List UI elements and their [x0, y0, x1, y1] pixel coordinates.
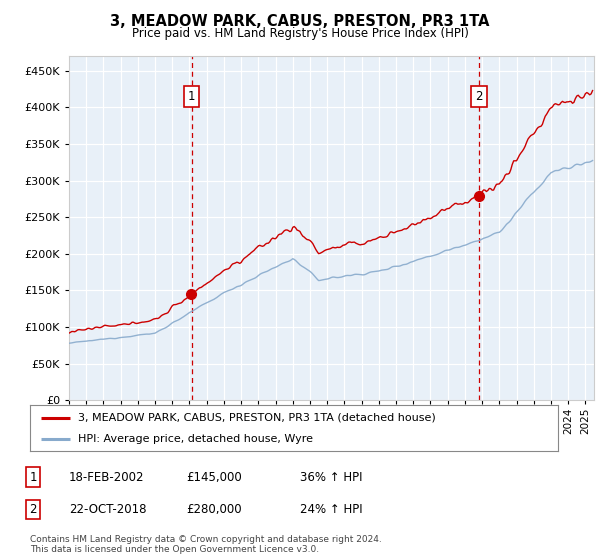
Text: £145,000: £145,000: [186, 470, 242, 484]
Text: 2: 2: [29, 503, 37, 516]
Text: £280,000: £280,000: [186, 503, 242, 516]
Text: 1: 1: [29, 470, 37, 484]
Text: 36% ↑ HPI: 36% ↑ HPI: [300, 470, 362, 484]
Text: 18-FEB-2002: 18-FEB-2002: [69, 470, 145, 484]
Text: 22-OCT-2018: 22-OCT-2018: [69, 503, 146, 516]
Text: 3, MEADOW PARK, CABUS, PRESTON, PR3 1TA: 3, MEADOW PARK, CABUS, PRESTON, PR3 1TA: [110, 14, 490, 29]
Text: 24% ↑ HPI: 24% ↑ HPI: [300, 503, 362, 516]
Text: 2: 2: [475, 90, 482, 103]
Text: Contains HM Land Registry data © Crown copyright and database right 2024.
This d: Contains HM Land Registry data © Crown c…: [30, 535, 382, 554]
Text: HPI: Average price, detached house, Wyre: HPI: Average price, detached house, Wyre: [77, 435, 313, 444]
Text: 3, MEADOW PARK, CABUS, PRESTON, PR3 1TA (detached house): 3, MEADOW PARK, CABUS, PRESTON, PR3 1TA …: [77, 413, 435, 423]
Text: Price paid vs. HM Land Registry's House Price Index (HPI): Price paid vs. HM Land Registry's House …: [131, 27, 469, 40]
Text: 1: 1: [188, 90, 196, 103]
